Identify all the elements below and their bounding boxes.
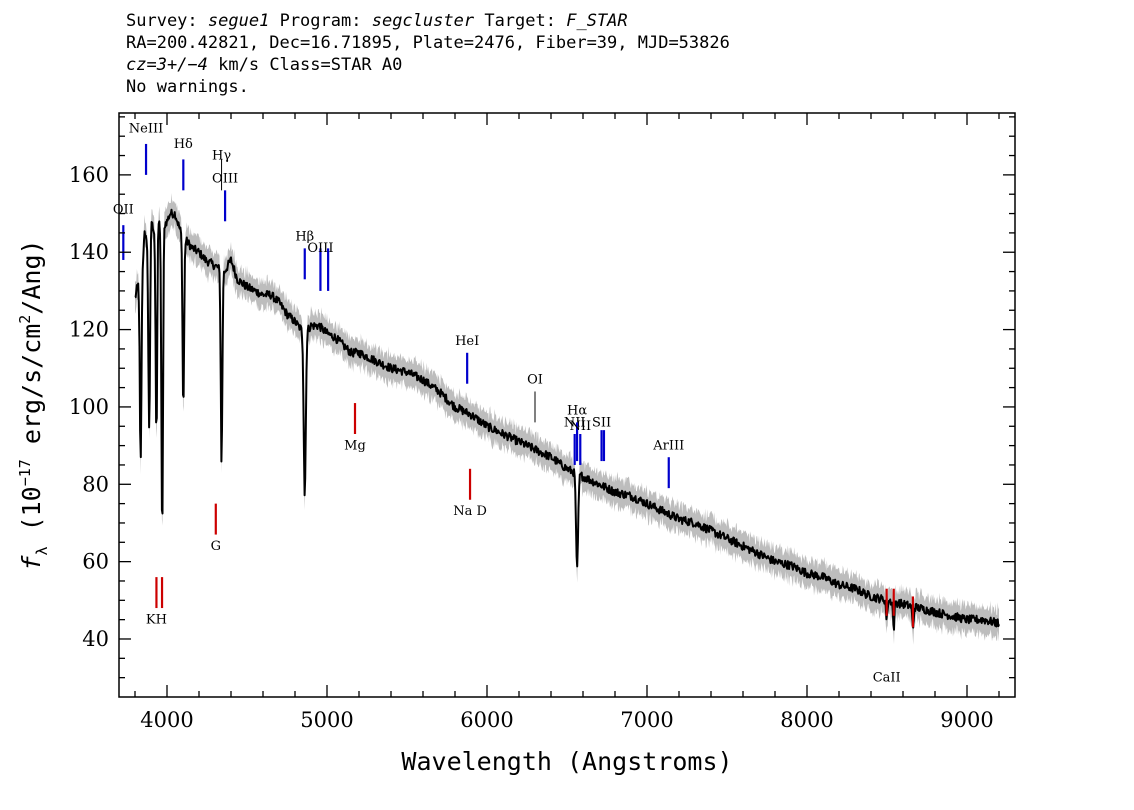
line-label: HeI [455,334,479,349]
y-tick-label: 40 [82,627,109,651]
survey-value: segue1 [207,11,270,31]
line-label: Mg [344,438,366,453]
line-label: ArIII [652,438,684,453]
line-label: OI [527,373,543,388]
x-tick-label: 7000 [620,708,673,732]
axis-ticks: 4000 5000 6000 7000 8000 9000 40 60 80 100 120 140 1… [69,113,1015,732]
line-label: SII [592,415,611,430]
y-tick-label: 60 [82,550,109,574]
target-key: Target: [484,11,556,31]
header-line-redshift: cz=3+/−4 km/s Class=STAR A0 [126,54,730,76]
cz-key: cz= [126,55,157,75]
y-tick-label: 120 [69,318,109,342]
line-label: NII [564,415,586,430]
y-tick-label: 80 [82,472,109,496]
x-tick-label: 5000 [300,708,353,732]
survey-key: Survey: [126,11,198,31]
program-value: segcluster [371,11,475,31]
cz-rest: km/s Class=STAR A0 [207,55,403,75]
line-label: Na D [453,504,487,519]
y-axis-label: fλ (10−17 erg/s/cm2/Ang) [16,239,51,570]
x-axis-label: Wavelength (Angstroms) [401,747,732,776]
y-tick-label: 100 [69,395,109,419]
line-label: OIII [212,172,238,187]
y-tick-label: 140 [69,240,109,264]
x-tick-label: 4000 [140,708,193,732]
line-label: NeIII [129,121,163,136]
program-key: Program: [279,11,362,31]
cz-value: 3+/−4 [156,55,208,75]
line-label: OIII [307,241,333,256]
line-label: CaII [873,671,901,686]
line-label: OII [113,203,134,218]
line-label: Hγ [212,148,231,163]
line-label: Hα [567,404,587,419]
target-value: F_STAR [566,11,628,31]
y-tick-label: 160 [69,163,109,187]
x-tick-label: 9000 [940,708,993,732]
line-label: Hβ [295,230,314,245]
spectrum-header: Survey: segue1 Program: segcluster Targe… [126,10,730,98]
x-tick-label: 6000 [460,708,513,732]
line-label: NII [569,419,591,434]
plot-frame [118,112,1016,698]
line-label: KH [146,613,167,628]
line-label: G [211,539,221,554]
line-label: Hδ [174,137,193,152]
flux-line [134,208,1000,631]
x-tick-label: 8000 [780,708,833,732]
header-line-survey: Survey: segue1 Program: segcluster Targe… [126,10,730,32]
flux-layer [134,208,1000,631]
header-line-coordinates: RA=200.42821, Dec=16.71895, Plate=2476, … [126,33,730,53]
header-line-warnings: No warnings. [126,77,249,97]
